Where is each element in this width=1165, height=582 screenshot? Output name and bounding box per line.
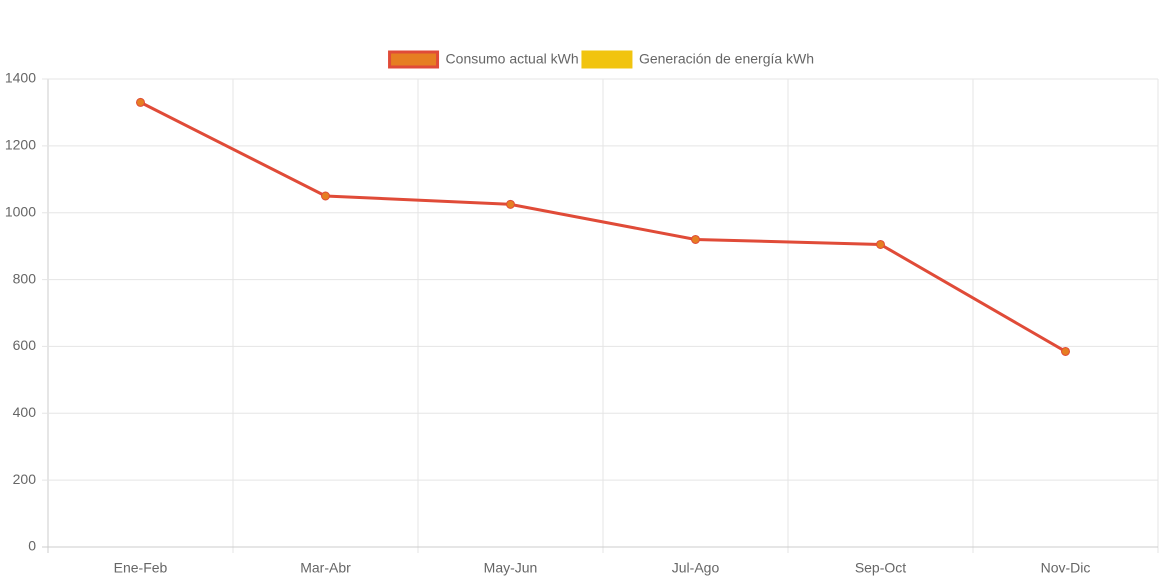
y-tick-label: 800 (13, 270, 37, 286)
x-tick-label: Mar-Abr (300, 560, 351, 576)
legend-swatch (581, 50, 633, 69)
y-tick-label: 400 (13, 404, 37, 420)
legend-label: Generación de energía kWh (639, 51, 814, 67)
data-point (321, 191, 330, 201)
x-tick-label: Sep-Oct (855, 560, 906, 576)
x-tick-label: Nov-Dic (1041, 560, 1091, 576)
x-tick-label: Ene-Feb (114, 560, 168, 576)
data-point (1061, 346, 1070, 356)
y-tick-label: 1000 (5, 203, 36, 219)
y-tick-label: 200 (13, 471, 37, 487)
data-point (506, 199, 515, 209)
y-tick-label: 1200 (5, 137, 36, 153)
x-tick-label: Jul-Ago (672, 560, 720, 576)
data-point (136, 97, 145, 107)
y-tick-label: 0 (28, 538, 36, 554)
legend-swatch (388, 50, 440, 69)
y-tick-label: 1400 (5, 70, 36, 86)
x-tick-label: May-Jun (484, 560, 538, 576)
legend-label: Consumo actual kWh (446, 51, 579, 67)
data-point (691, 234, 700, 244)
y-tick-label: 600 (13, 337, 37, 353)
data-point (876, 239, 885, 249)
series-line (139, 101, 1067, 353)
